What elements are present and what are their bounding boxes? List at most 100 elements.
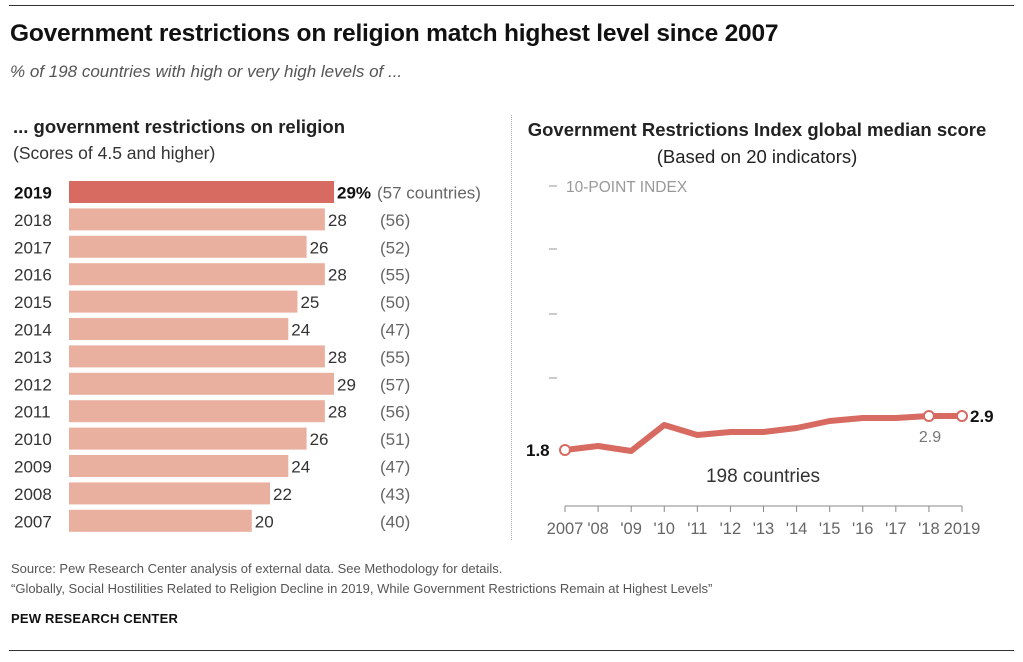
top-rule <box>9 5 1014 6</box>
x-tick-label: '08 <box>587 520 609 538</box>
series-line <box>562 413 965 454</box>
bar-category-label: 2009 <box>14 458 52 477</box>
bar-count-label: (47) <box>380 458 410 477</box>
bar-count-label: (57 countries) <box>377 184 481 203</box>
bar-count-label: (57) <box>380 375 410 394</box>
x-tick-label: 2019 <box>944 520 981 538</box>
bar <box>69 235 307 258</box>
bar <box>69 318 289 340</box>
bar-row-2016: 2016 28 (55) <box>14 263 410 286</box>
chart-title: Government restrictions on religion matc… <box>10 20 779 47</box>
report-title: “Globally, Social Hostilities Related to… <box>11 581 713 596</box>
bar-category-label: 2008 <box>14 485 52 504</box>
bar-value-label: 29% <box>337 184 371 203</box>
start-value-label: 1.8 <box>526 441 550 460</box>
bar-value-label: 24 <box>291 321 310 340</box>
bar <box>69 290 298 313</box>
bar-category-label: 2010 <box>14 430 52 449</box>
x-tick-label: '15 <box>819 520 841 538</box>
bar-row-2013: 2013 28 (55) <box>14 345 410 368</box>
bar-row-2007: 2007 20 (40) <box>14 509 410 532</box>
bar-row-2015: 2015 25 (50) <box>14 290 410 313</box>
line-panel-title-note: (Based on 20 indicators) <box>656 146 858 167</box>
bar-count-label: (40) <box>380 512 410 531</box>
bar <box>69 482 271 505</box>
bar-category-label: 2017 <box>14 238 52 257</box>
bar-value-label: 29 <box>337 375 356 394</box>
footer-source: Source: Pew Research Center analysis of … <box>11 559 712 599</box>
series-marker <box>559 444 571 456</box>
y-axis-label: 10-POINT INDEX <box>566 179 688 196</box>
bar-category-label: 2019 <box>14 184 52 203</box>
bar-value-label: 28 <box>328 266 347 285</box>
line-panel-title: Government Restrictions Index global med… <box>522 116 992 170</box>
bar-category-label: 2015 <box>14 293 52 312</box>
bar-value-label: 28 <box>328 403 347 422</box>
panel-divider <box>511 115 512 540</box>
bar-category-label: 2016 <box>14 266 52 285</box>
bar <box>69 427 307 450</box>
bar-count-label: (56) <box>380 403 410 422</box>
bar-category-label: 2012 <box>14 375 52 394</box>
bar-row-2018: 2018 28 (56) <box>14 208 410 231</box>
bar-count-label: (50) <box>380 293 410 312</box>
x-tick-label: 2007 <box>547 520 584 538</box>
bar-category-label: 2011 <box>14 403 51 422</box>
bar <box>69 208 325 231</box>
series-marker <box>956 410 968 422</box>
series-marker <box>922 410 935 422</box>
brand-logo-text: PEW RESEARCH CENTER <box>11 611 179 626</box>
bar-count-label: (51) <box>380 430 410 449</box>
bar-value-label: 26 <box>310 238 329 257</box>
bar <box>69 372 334 395</box>
x-tick-label: '18 <box>918 520 940 538</box>
chart-subtitle: % of 198 countries with high or very hig… <box>10 62 403 81</box>
bar <box>69 509 252 532</box>
x-tick-label: '12 <box>720 520 742 538</box>
bar-category-label: 2018 <box>14 211 52 230</box>
x-tick-label: '14 <box>786 520 808 538</box>
bar-value-label: 28 <box>328 348 347 367</box>
bottom-rule <box>9 650 1014 651</box>
bar <box>69 263 325 286</box>
bar <box>69 455 289 477</box>
bar-count-label: (55) <box>380 266 410 285</box>
x-tick-label: '09 <box>620 520 642 538</box>
bar-value-label: 26 <box>310 430 329 449</box>
bar-count-label: (43) <box>380 485 410 504</box>
bar <box>69 400 325 423</box>
value-label-2018: 2.9 <box>919 429 941 446</box>
x-tick-label: '11 <box>687 520 707 538</box>
bar-row-2017: 2017 26 (52) <box>14 235 410 258</box>
bar-category-label: 2014 <box>14 321 52 340</box>
bar-row-2019: 2019 29% (57 countries) <box>14 181 481 203</box>
bar-row-2010: 2010 26 (51) <box>14 427 410 450</box>
bar-count-label: (52) <box>380 238 410 257</box>
line-panel-title-bold: Government Restrictions Index global med… <box>527 119 987 140</box>
bar-category-label: 2007 <box>14 512 52 531</box>
bar-value-label: 20 <box>255 512 274 531</box>
x-tick-label: '17 <box>885 520 907 538</box>
bar-count-label: (55) <box>380 348 410 367</box>
bar-value-label: 28 <box>328 211 347 230</box>
x-tick-label: '13 <box>753 520 775 538</box>
bar-count-label: (56) <box>380 211 410 230</box>
bar-category-label: 2013 <box>14 348 52 367</box>
x-tick-label: '10 <box>653 520 675 538</box>
bar-value-label: 22 <box>273 485 292 504</box>
bar <box>69 181 334 203</box>
bar-row-2008: 2008 22 (43) <box>14 482 410 505</box>
source-note: Source: Pew Research Center analysis of … <box>11 561 503 576</box>
bar-row-2009: 2009 24 (47) <box>14 455 410 477</box>
bar-row-2011: 2011 28 (56) <box>14 400 410 423</box>
bar-row-2014: 2014 24 (47) <box>14 318 410 340</box>
bar-value-label: 24 <box>291 458 310 477</box>
x-tick-label: '16 <box>852 520 874 538</box>
end-value-label: 2.9 <box>970 407 994 426</box>
bar-value-label: 25 <box>300 293 319 312</box>
bar-panel-title: ... government restrictions on religion <box>13 116 346 137</box>
bar-count-label: (47) <box>380 321 410 340</box>
bar <box>69 345 325 368</box>
